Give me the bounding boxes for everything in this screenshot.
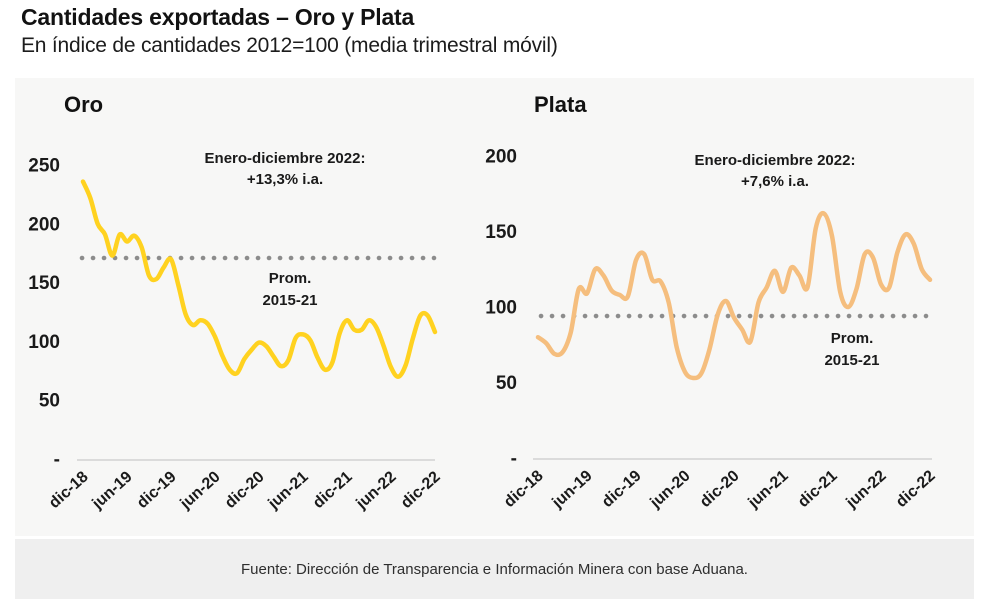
plata-average-label-line2: 2015-21 [824,352,880,369]
x-tick-label: dic-19 [134,468,180,512]
oro-annotation-line2: +13,3% i.a. [246,171,324,188]
source-footer: Fuente: Dirección de Transparencia e Inf… [15,539,974,599]
x-tick-label: dic-20 [697,467,743,511]
x-tick-label: dic-21 [795,467,841,511]
x-tick-label: jun-19 [89,468,136,513]
plata-annotation-line2: +7,6% i.a. [741,173,809,190]
x-tick-label: dic-22 [893,467,939,511]
y-tick-label: - [54,450,60,471]
series-line [535,210,933,381]
x-tick-label: dic-18 [501,467,547,511]
x-tick-label: jun-19 [549,467,596,512]
y-tick-label: 50 [496,373,517,394]
plata-chart-title: Plata [534,92,587,117]
y-tick-label: 50 [39,391,60,412]
y-tick-label: 100 [485,298,517,319]
y-tick-label: - [511,449,517,470]
x-tick-label: dic-22 [398,468,444,512]
y-tick-label: 100 [28,332,60,353]
y-tick-label: 150 [485,222,517,243]
oro-chart-title: Oro [64,92,104,117]
y-tick-label: 200 [485,147,517,168]
page-title: Cantidades exportadas – Oro y Plata [21,4,415,30]
x-tick-label: jun-22 [843,467,890,512]
x-tick-label: jun-20 [647,467,694,512]
oro-average-label-line2: 2015-21 [262,292,318,309]
source-text: Fuente: Dirección de Transparencia e Inf… [241,560,748,578]
oro-average-label: Prom. 2015-21 [230,268,350,312]
plata-chart-panel: 200 150 100 50- dic-18 jun-19 dic-19 jun-20 dic-… [485,78,974,536]
y-tick-label: 150 [28,273,60,294]
plata-average-label: Prom. 2015-21 [792,328,912,372]
oro-chart-panel: 250 200 150 100 50- dic-18 jun-19 dic-19 jun-20 d… [15,78,485,536]
plata-annotation: Enero-diciembre 2022: +7,6% i.a. [675,150,875,192]
plata-annotation-line1: Enero-diciembre 2022: [694,152,856,169]
chart-card: 250 200 150 100 50- dic-18 jun-19 dic-19 jun-20 d… [15,78,974,536]
oro-annotation-line1: Enero-diciembre 2022: [204,150,366,167]
x-tick-label: jun-22 [353,468,400,513]
oro-annotation: Enero-diciembre 2022: +13,3% i.a. [185,148,385,190]
series-line [80,179,438,379]
plata-average-label-line1: Prom. [830,330,874,347]
x-tick-label: jun-21 [265,468,312,513]
x-tick-label: dic-20 [222,468,268,512]
x-tick-label: dic-21 [310,468,356,512]
x-tick-label: dic-18 [46,468,92,512]
oro-chart-svg: 25020015010050-dic-18jun-19dic-19jun-20d… [28,156,444,514]
x-tick-label: dic-19 [599,467,645,511]
x-tick-label: jun-20 [177,468,224,513]
y-tick-label: 250 [28,156,60,177]
x-tick-label: jun-21 [745,467,792,512]
y-tick-label: 200 [28,214,60,235]
oro-average-label-line1: Prom. [268,270,312,287]
page-subtitle: En índice de cantidades 2012=100 (media … [21,34,558,57]
